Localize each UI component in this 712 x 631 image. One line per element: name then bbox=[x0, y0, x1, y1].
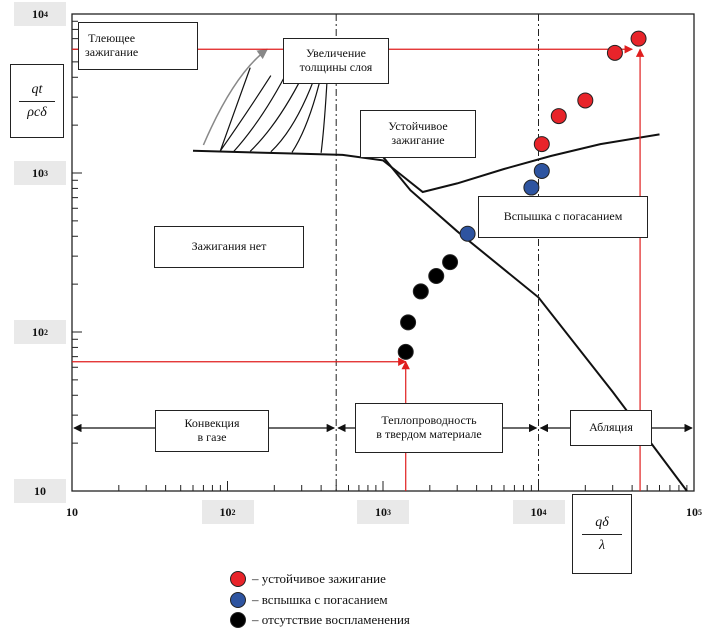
point-stable bbox=[533, 136, 550, 153]
legend-dot-blue bbox=[230, 592, 246, 608]
legend-label-none: – отсутствие воспламенения bbox=[252, 612, 410, 627]
x-axis-denominator: λ bbox=[598, 537, 606, 553]
boundary-curves bbox=[192, 133, 688, 492]
regime-ablation: Абляция bbox=[570, 410, 652, 446]
tick-label-exp: 4 bbox=[542, 507, 547, 517]
point-no-ignition bbox=[442, 254, 459, 271]
tick-label-base: 10 bbox=[32, 324, 44, 339]
point-stable bbox=[550, 108, 567, 125]
tick-label-base: 10 bbox=[530, 504, 543, 519]
tick-label-base: 10 bbox=[34, 483, 46, 498]
y-axis-title: qt ρcδ bbox=[10, 64, 64, 138]
point-no-ignition bbox=[428, 268, 445, 285]
y-tick-label: 10 2 bbox=[14, 320, 66, 344]
tick-label-base: 10 bbox=[32, 165, 44, 180]
thickness-arrow bbox=[202, 48, 269, 146]
legend-item-none: – отсутствие воспламенения bbox=[230, 612, 410, 628]
x-tick-label: 10 bbox=[46, 500, 98, 524]
glow-curve-0 bbox=[219, 67, 251, 151]
point-no-ignition bbox=[412, 283, 429, 300]
legend-label-stable: – устойчивое зажигание bbox=[252, 571, 386, 586]
point-flash bbox=[523, 179, 540, 196]
tick-label-base: 10 bbox=[375, 504, 387, 519]
data-points bbox=[397, 30, 647, 360]
regime-convection: Конвекция в газе bbox=[155, 410, 269, 452]
annotation-glow-ignition: Тлеющее зажигание bbox=[78, 22, 198, 70]
x-tick-label: 10 5 bbox=[668, 500, 712, 524]
boundary-curve-1 bbox=[367, 137, 688, 492]
annotation-layer-thickness: Увеличение толщины слоя bbox=[283, 38, 389, 84]
tick-label-exp: 2 bbox=[44, 327, 48, 337]
point-no-ignition bbox=[397, 343, 414, 360]
point-no-ignition bbox=[400, 314, 417, 331]
tick-label-base: 10 bbox=[219, 504, 232, 519]
y-tick-label: 10 3 bbox=[14, 161, 66, 185]
y-axis-denominator: ρcδ bbox=[27, 104, 47, 120]
y-tick-label: 10 bbox=[14, 479, 66, 503]
legend-item-stable: – устойчивое зажигание bbox=[230, 571, 386, 587]
point-stable bbox=[577, 92, 594, 109]
x-axis-title: qδ λ bbox=[572, 494, 632, 574]
point-flash bbox=[459, 225, 476, 242]
tick-label-exp: 5 bbox=[698, 507, 702, 517]
boundary-curve-0 bbox=[192, 133, 660, 194]
point-flash bbox=[533, 162, 550, 179]
point-stable bbox=[630, 30, 647, 47]
x-tick-label: 10 3 bbox=[357, 500, 409, 524]
y-tick-label: 10 4 bbox=[14, 2, 66, 26]
glow-curve-1 bbox=[219, 75, 272, 152]
tick-label-exp: 2 bbox=[231, 507, 236, 517]
tick-label-exp: 3 bbox=[387, 507, 391, 517]
annotation-no-ignition: Зажигания нет bbox=[154, 226, 304, 268]
legend-dot-red bbox=[230, 571, 246, 587]
x-axis-numerator: qδ bbox=[595, 514, 609, 530]
y-axis-numerator: qt bbox=[31, 81, 43, 97]
x-tick-label: 10 2 bbox=[201, 500, 254, 524]
legend-item-flash: – вспышка с погасанием bbox=[230, 592, 388, 608]
tick-label-base: 10 bbox=[32, 6, 44, 21]
tick-label-base: 10 bbox=[686, 504, 698, 519]
regime-conduction: Теплопроводность в твердом материале bbox=[355, 403, 503, 453]
annotation-flash-extinction: Вспышка с погасанием bbox=[478, 196, 648, 238]
legend-label-flash: – вспышка с погасанием bbox=[252, 592, 388, 607]
legend-dot-black bbox=[230, 612, 246, 628]
tick-label-exp: 4 bbox=[44, 9, 48, 19]
tick-label-exp: 3 bbox=[44, 168, 48, 178]
tick-label-base: 10 bbox=[66, 504, 78, 519]
point-stable bbox=[606, 44, 623, 61]
x-tick-label: 10 4 bbox=[512, 500, 565, 524]
tick-marks bbox=[71, 20, 688, 492]
annotation-stable-ignition: Устойчивое зажигание bbox=[360, 110, 476, 158]
